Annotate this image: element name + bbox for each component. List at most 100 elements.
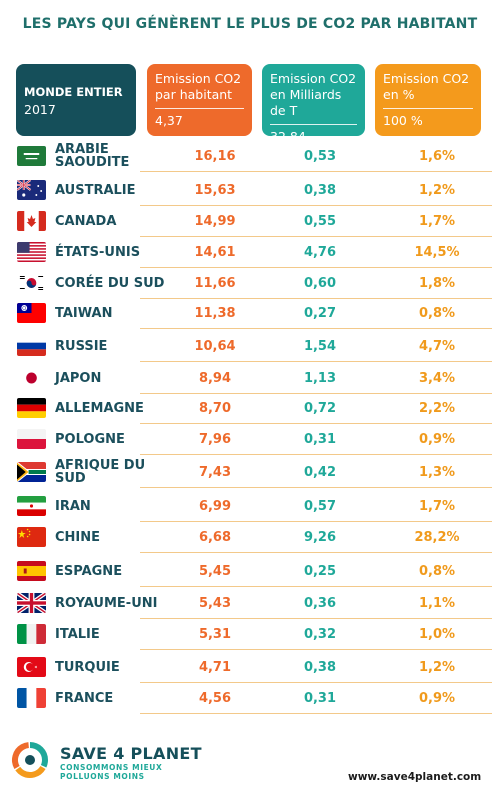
total-value: 0,57 (303, 498, 337, 514)
country-name: CHINE (55, 529, 101, 545)
country-name: JAPON (55, 370, 102, 386)
brand-tagline-1: CONSOMMONS MIEUX (60, 763, 163, 772)
total-value: 0,31 (303, 690, 337, 706)
per-capita-value: 6,68 (198, 529, 232, 545)
percent-value: 14,5% (414, 244, 460, 260)
total-value: 0,55 (303, 213, 337, 229)
italy-flag-icon (17, 624, 46, 644)
france-flag-icon (17, 688, 46, 708)
website-url: www.save4planet.com (348, 771, 482, 783)
per-capita-value: 5,43 (198, 595, 232, 611)
percent-value: 1,6% (418, 148, 456, 164)
germany-flag-icon (17, 398, 46, 418)
percent-value: 1,7% (418, 498, 456, 514)
header-per-capita-line1: Emission CO2 (155, 71, 242, 86)
header-total-divider (270, 124, 357, 125)
row-divider (140, 618, 492, 619)
total-value: 0,60 (303, 275, 337, 291)
row-divider (140, 454, 492, 455)
table-row: CANADA 14,99 0,55 1,7% (0, 208, 500, 237)
taiwan-flag-icon (17, 303, 46, 323)
china-flag-icon (17, 527, 46, 547)
row-divider (140, 552, 492, 553)
country-name: ITALIE (55, 626, 100, 642)
united-kingdom-flag-icon (17, 593, 46, 613)
row-divider (140, 236, 492, 237)
table-row: RUSSIE 10,64 1,54 4,7% (0, 333, 500, 362)
country-name: ROYAUME-UNI (55, 595, 158, 611)
total-value: 0,31 (303, 431, 337, 447)
per-capita-value: 5,45 (198, 563, 232, 579)
south-africa-flag-icon (17, 462, 46, 482)
total-value: 0,25 (303, 563, 337, 579)
row-divider (140, 487, 492, 488)
header-world-label: MONDE ENTIER (24, 85, 123, 99)
table-row: TURQUIE 4,71 0,38 1,2% (0, 654, 500, 683)
row-divider (140, 205, 492, 206)
header-percent-line1: Emission CO2 (383, 71, 470, 86)
table-row: POLOGNE 7,96 0,31 0,9% (0, 426, 500, 455)
table-row: JAPON 8,94 1,13 3,4% (0, 365, 500, 394)
table-row: AUSTRALIE 15,63 0,38 1,2% (0, 177, 500, 206)
russia-flag-icon (17, 336, 46, 356)
japan-flag-icon (17, 368, 46, 388)
table-row: ARABIE SAOUDITE 16,16 0,53 1,6% (0, 142, 500, 172)
header-percent-divider (383, 108, 473, 109)
row-divider (140, 649, 492, 650)
per-capita-value: 14,61 (194, 244, 236, 260)
per-capita-value: 10,64 (194, 338, 236, 354)
usa-flag-icon (17, 242, 46, 262)
table-row: ÉTATS-UNIS 14,61 4,76 14,5% (0, 239, 500, 268)
saudi-arabia-flag-icon (17, 146, 46, 166)
row-divider (140, 328, 492, 329)
table-row: CHINE 6,68 9,26 28,2% (0, 524, 500, 553)
page-title: LES PAYS QUI GÉNÈRENT LE PLUS DE CO2 PAR… (22, 16, 478, 32)
percent-value: 1,8% (418, 275, 456, 291)
iran-flag-icon (17, 496, 46, 516)
row-divider (140, 521, 492, 522)
per-capita-value: 4,56 (198, 690, 232, 706)
country-name: CORÉE DU SUD (55, 275, 165, 291)
total-value: 0,53 (303, 148, 337, 164)
country-name: AUSTRALIE (55, 182, 136, 198)
country-name: TAIWAN (55, 305, 113, 321)
table-row: TAIWAN 11,38 0,27 0,8% (0, 300, 500, 329)
country-name: ESPAGNE (55, 563, 123, 579)
country-name: ARABIE SAOUDITE (55, 142, 130, 170)
percent-value: 28,2% (414, 529, 460, 545)
per-capita-value: 11,66 (194, 275, 236, 291)
percent-value: 3,4% (418, 370, 456, 386)
percent-value: 1,0% (418, 626, 456, 642)
percent-value: 2,2% (418, 400, 456, 416)
table-row: IRAN 6,99 0,57 1,7% (0, 493, 500, 522)
per-capita-value: 15,63 (194, 182, 236, 198)
header-total-value: 32,84 (270, 129, 306, 144)
total-value: 0,36 (303, 595, 337, 611)
percent-value: 1,2% (418, 659, 456, 675)
header-world-year: 2017 (24, 102, 56, 117)
country-name: CANADA (55, 213, 117, 229)
spain-flag-icon (17, 561, 46, 581)
country-name: POLOGNE (55, 431, 125, 447)
turkey-flag-icon (17, 657, 46, 677)
table-row: AFRIQUE DU SUD 7,43 0,42 1,3% (0, 459, 500, 488)
canada-flag-icon (17, 211, 46, 231)
percent-value: 4,7% (418, 338, 456, 354)
per-capita-value: 8,70 (198, 400, 232, 416)
header-per-capita: Emission CO2 par habitant 4,37 (147, 64, 252, 136)
per-capita-value: 6,99 (198, 498, 232, 514)
header-total-line2: en Milliards de T (270, 87, 342, 118)
percent-value: 1,2% (418, 182, 456, 198)
total-value: 0,42 (303, 464, 337, 480)
header-per-capita-value: 4,37 (155, 113, 183, 128)
row-divider (140, 171, 492, 172)
percent-value: 1,1% (418, 595, 456, 611)
row-divider (140, 393, 492, 394)
row-divider (140, 713, 492, 714)
per-capita-value: 7,96 (198, 431, 232, 447)
poland-flag-icon (17, 429, 46, 449)
row-divider (140, 267, 492, 268)
table-row: ALLEMAGNE 8,70 0,72 2,2% (0, 395, 500, 424)
percent-value: 1,3% (418, 464, 456, 480)
total-value: 0,32 (303, 626, 337, 642)
